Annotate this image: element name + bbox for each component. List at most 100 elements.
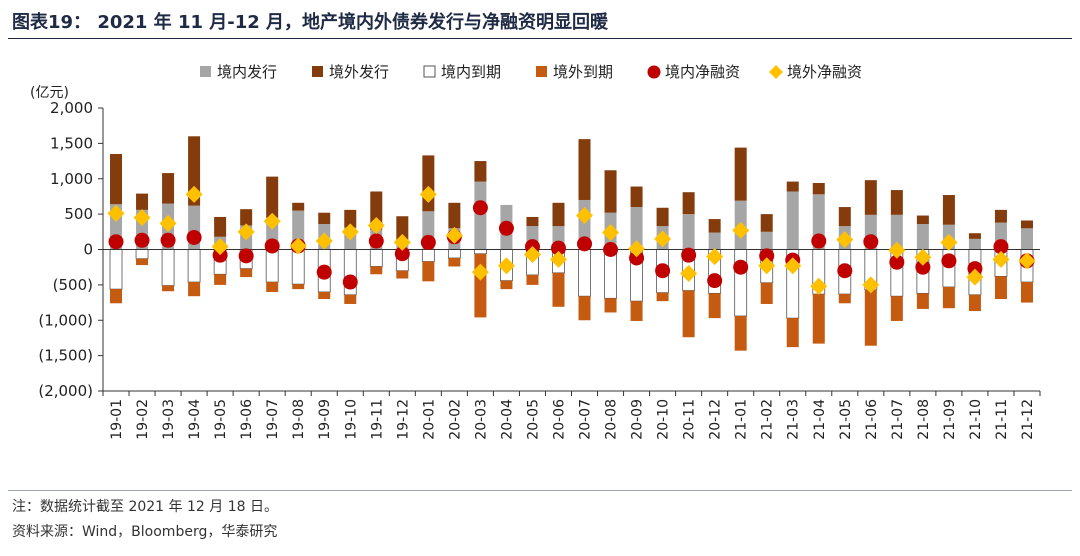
bar-group-19-02 (135, 193, 149, 266)
overseas-issuance-bar (344, 209, 357, 228)
overseas-issuance-bar (474, 161, 487, 182)
domestic-net-financing-marker (707, 273, 723, 289)
overseas-maturity-bar (760, 282, 773, 304)
x-tick-label: 20-08 (604, 399, 620, 440)
overseas-net-financing-marker (263, 212, 281, 230)
domestic-issuance-bar (786, 191, 799, 250)
domestic-net-financing-marker (941, 253, 957, 269)
legend-swatch (423, 65, 436, 78)
overseas-issuance-bar (396, 216, 409, 240)
overseas-maturity-bar (942, 286, 955, 309)
overseas-net-financing-marker (107, 204, 125, 222)
source-note: 资料来源：Wind，Bloomberg，华泰研究 (12, 524, 278, 540)
overseas-issuance-bar (448, 202, 461, 229)
overseas-net-financing-marker (784, 257, 802, 275)
overseas-maturity-bar (708, 293, 721, 319)
x-tick-label: 19-06 (239, 399, 255, 440)
x-tick-label: 21-09 (942, 399, 958, 440)
overseas-maturity-bar (838, 294, 851, 304)
domestic-net-financing-marker (837, 263, 853, 279)
legend-item-overseas-issuance: 境外发行 (312, 63, 389, 81)
overseas-issuance-bar (136, 193, 149, 210)
x-tick-label: 20-02 (447, 399, 463, 440)
overseas-maturity-bar (526, 274, 539, 285)
overseas-issuance-bar (214, 216, 227, 237)
title-divider (8, 38, 1072, 39)
x-tick-label: 21-07 (890, 399, 906, 440)
overseas-maturity-bar (890, 296, 903, 321)
y-tick-label: (1,500) (38, 347, 93, 365)
domestic-issuance-bar (890, 214, 903, 250)
overseas-maturity-bar (916, 293, 929, 309)
overseas-net-financing-marker (315, 232, 333, 250)
overseas-issuance-bar (916, 215, 929, 225)
overseas-net-financing-marker (419, 185, 437, 203)
overseas-maturity-bar (682, 290, 695, 338)
legend-label: 境外发行 (329, 63, 389, 81)
overseas-maturity-bar (422, 261, 435, 282)
domestic-net-financing-marker (186, 229, 202, 245)
domestic-net-financing-marker (134, 232, 150, 248)
y-tick-label: (1,000) (38, 311, 93, 329)
bar-group-20-07 (578, 139, 591, 321)
overseas-issuance-bar (760, 214, 773, 232)
overseas-net-financing-marker (159, 214, 177, 232)
domestic-maturity-bar (265, 249, 279, 283)
overseas-net-financing-marker (1018, 252, 1036, 270)
overseas-net-financing-marker (185, 185, 203, 203)
overseas-issuance-bar (292, 202, 305, 211)
overseas-net-financing-marker (888, 241, 906, 259)
bar-group-20-03 (474, 161, 487, 318)
overseas-maturity-bar (812, 294, 825, 344)
overseas-net-financing-marker (680, 265, 698, 283)
overseas-issuance-bar (630, 186, 643, 208)
y-axis-unit-label: (亿元) (30, 85, 69, 101)
overseas-net-financing-marker (602, 224, 620, 242)
overseas-maturity-bar (110, 289, 123, 304)
x-tick-label: 21-06 (864, 399, 880, 440)
chart: 境内发行 境外发行 境内到期 境外到期 境内净融资 境外净融资 (亿元) 2,000 1,5… (30, 63, 1041, 440)
bar-group-20-11 (682, 192, 696, 338)
domestic-maturity-bar (734, 249, 748, 317)
x-axis: 19-01 19-02 19-03 19-04 19-05 19-06 19-07 19-08… (102, 390, 1041, 440)
x-tick-label: 20-09 (630, 399, 646, 440)
overseas-issuance-bar (656, 207, 669, 227)
bar-group-20-04 (500, 204, 513, 290)
overseas-net-financing-marker (523, 245, 541, 263)
overseas-net-financing-marker (706, 248, 724, 266)
legend-item-domestic-issuance: 境内发行 (200, 63, 277, 81)
x-tick-label: 20-06 (551, 399, 567, 440)
marker-series-group (107, 185, 1036, 295)
x-tick-label: 19-03 (161, 399, 177, 440)
legend-swatch (536, 66, 547, 77)
overseas-issuance-bar (864, 180, 877, 215)
overseas-maturity-bar (292, 284, 305, 290)
x-tick-label: 19-11 (369, 399, 385, 440)
overseas-issuance-bar (786, 181, 799, 192)
overseas-issuance-bar (188, 136, 201, 206)
domestic-maturity-bar (474, 249, 487, 255)
overseas-issuance-bar (994, 209, 1007, 223)
domestic-net-financing-marker (759, 248, 775, 264)
overseas-net-financing-marker (914, 248, 932, 266)
bar-group-21-09 (942, 195, 956, 309)
overseas-issuance-bar (110, 153, 123, 205)
y-tick-label: (500) (53, 276, 93, 294)
x-tick-label: 20-11 (682, 399, 698, 440)
x-tick-label: 19-02 (135, 399, 151, 440)
x-tick-label: 21-02 (760, 399, 776, 440)
overseas-net-financing-marker (576, 207, 594, 225)
bar-group-19-03 (161, 173, 175, 292)
overseas-maturity-bar (552, 272, 565, 307)
x-tick-label: 21-03 (786, 399, 802, 440)
overseas-net-financing-marker (966, 268, 984, 286)
overseas-issuance-bar (318, 212, 331, 225)
domestic-net-financing-marker (811, 233, 827, 249)
overseas-maturity-bar (630, 301, 643, 321)
x-tick-label: 19-08 (291, 399, 307, 440)
x-tick-label: 20-05 (525, 399, 541, 440)
overseas-maturity-bar (396, 270, 409, 279)
domestic-maturity-bar (161, 249, 175, 286)
bar-group-19-04 (187, 136, 201, 297)
overseas-net-financing-marker (211, 238, 229, 256)
